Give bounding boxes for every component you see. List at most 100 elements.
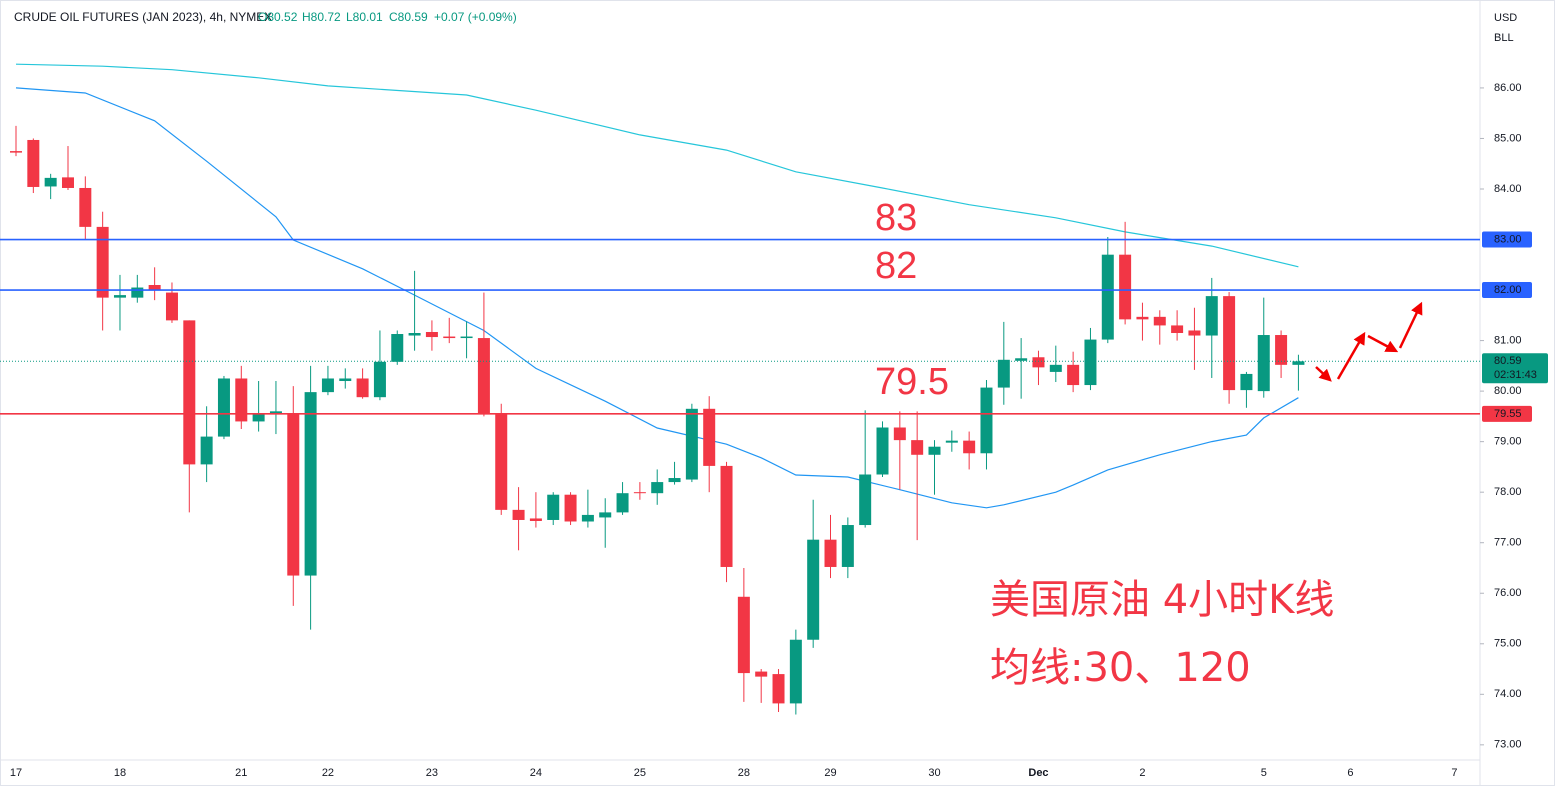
y-tick-label: 77.00 — [1494, 537, 1522, 549]
candle-body — [789, 639, 802, 704]
header-low: L80.01 — [346, 10, 383, 24]
candle-body — [1205, 296, 1218, 336]
y-tick-label: 81.00 — [1494, 334, 1522, 346]
x-tick-label: 2 — [1139, 767, 1145, 779]
candle-body — [651, 482, 664, 494]
candle-body — [1119, 254, 1132, 320]
x-tick-label: 28 — [738, 767, 750, 779]
candle-body — [1101, 254, 1114, 340]
x-tick-label: 30 — [928, 767, 940, 779]
level-label: 79.55 — [1494, 408, 1522, 420]
y-tick-label: 85.00 — [1494, 132, 1522, 144]
candle-body — [633, 492, 646, 494]
last-price-box — [1482, 353, 1548, 384]
candle-body — [841, 525, 854, 567]
level-label-box — [1482, 282, 1532, 299]
y-tick-label: 75.00 — [1494, 638, 1522, 650]
candle-body — [1067, 364, 1080, 386]
candle-body — [1257, 335, 1270, 392]
candle-body — [945, 440, 958, 443]
x-tick-label: Dec — [1028, 767, 1048, 779]
candle-body — [824, 539, 837, 567]
candle-body — [547, 494, 560, 520]
header-high: H80.72 — [302, 10, 341, 24]
candle-body — [616, 493, 629, 513]
unit: BLL — [1494, 32, 1514, 44]
candle-body — [252, 413, 265, 422]
candle-body — [1032, 357, 1045, 368]
candle-body — [44, 177, 57, 187]
level-label: 83.00 — [1494, 233, 1522, 245]
candle-body — [720, 465, 733, 567]
y-tick-label: 80.00 — [1494, 385, 1522, 397]
candle-body — [425, 331, 438, 338]
candle-body — [356, 378, 369, 398]
candle-body — [1049, 364, 1062, 372]
candle-body — [165, 292, 178, 321]
candle-body — [1153, 316, 1166, 326]
x-tick-label: 5 — [1261, 767, 1267, 779]
x-tick-label: 29 — [824, 767, 836, 779]
header-open: O80.52 — [258, 10, 298, 24]
candle-body — [599, 512, 612, 518]
annotation: 均线:30、120 — [990, 645, 1251, 691]
x-tick-label: 17 — [10, 767, 22, 779]
level-label-box — [1482, 231, 1532, 248]
candle-body — [1171, 325, 1184, 334]
candle-body — [460, 336, 473, 339]
header-change: +0.07 (+0.09%) — [434, 10, 517, 24]
y-tick-label: 74.00 — [1494, 688, 1522, 700]
annotation: 82 — [875, 245, 917, 287]
candle-body — [859, 474, 872, 526]
annotation: 美国原油 4小时K线 — [990, 577, 1334, 623]
y-tick-label: 79.00 — [1494, 436, 1522, 448]
arrow — [1367, 334, 1399, 353]
x-tick-label: 6 — [1347, 767, 1353, 779]
candle-body — [217, 378, 230, 437]
candle-body — [1292, 361, 1305, 365]
candle-body — [408, 333, 421, 336]
candle-body — [443, 336, 456, 339]
header-title: CRUDE OIL FUTURES (JAN 2023), 4h, NYMEX — [14, 10, 272, 24]
candle-body — [477, 338, 490, 414]
candle-body — [269, 411, 282, 414]
countdown: 02:31:43 — [1494, 369, 1537, 381]
x-tick-label: 24 — [530, 767, 542, 779]
candle-body — [373, 361, 386, 398]
annotation: 79.5 — [875, 361, 949, 403]
candle-body — [807, 539, 820, 640]
candle-body — [10, 151, 22, 153]
x-tick-label: 18 — [114, 767, 126, 779]
moving-average — [15, 63, 1299, 268]
header-close: C80.59 — [389, 10, 428, 24]
candle-body — [79, 187, 92, 227]
last-price-label: 80.59 — [1494, 355, 1522, 367]
price-axis: 73.00 74.00 75.00 76.00 77.00 78.00 79.00 80.00… — [1480, 82, 1548, 751]
candle-body — [131, 287, 144, 298]
candle-body — [321, 378, 334, 393]
y-tick-label: 86.00 — [1494, 82, 1522, 94]
candle-body — [1136, 316, 1149, 320]
candle-body — [668, 478, 681, 483]
candle-body — [391, 334, 404, 362]
currency: USD — [1494, 12, 1517, 24]
candle-body — [1275, 335, 1288, 365]
candle-body — [980, 387, 993, 454]
arrow — [1398, 301, 1423, 349]
candle-body — [1223, 296, 1236, 391]
candle-body — [928, 446, 941, 455]
moving-average — [15, 87, 1299, 509]
candle-body — [96, 226, 109, 298]
candle-body — [1188, 330, 1201, 336]
candle-body — [755, 671, 768, 677]
annotation: 83 — [875, 197, 917, 239]
x-tick-label: 21 — [235, 767, 247, 779]
candle-body — [61, 177, 74, 188]
candle-body — [200, 436, 213, 465]
candle-body — [1015, 358, 1028, 361]
arrow — [1336, 331, 1366, 380]
candle-body — [1240, 373, 1253, 391]
candle-body — [148, 285, 161, 291]
